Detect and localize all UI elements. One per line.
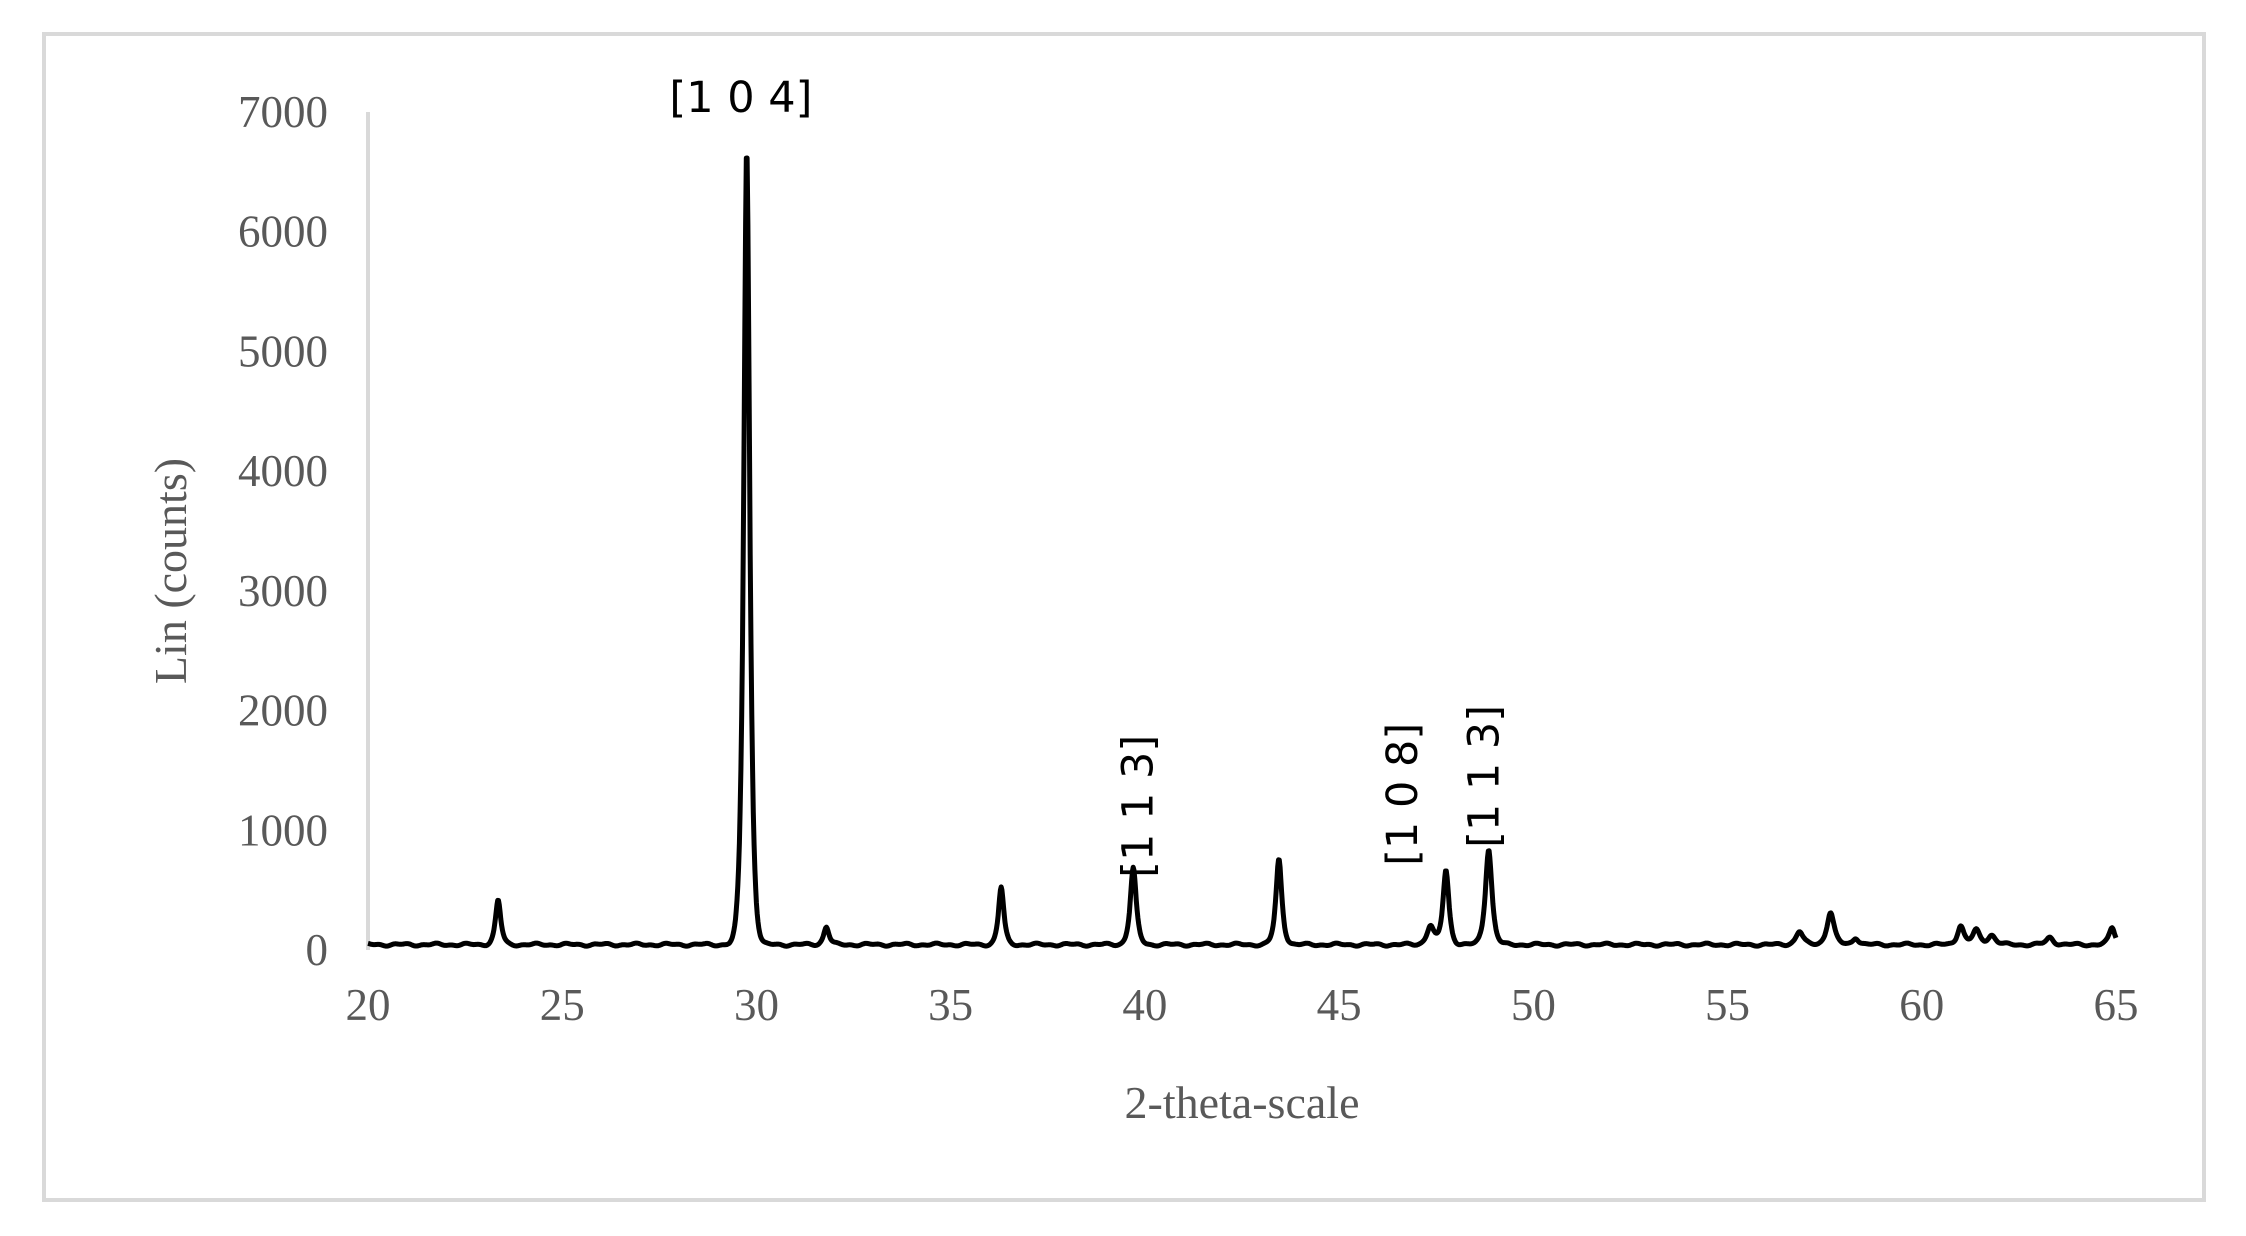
y-axis-title: Lin (counts) xyxy=(145,458,196,684)
x-tick-label: 30 xyxy=(734,980,779,1030)
x-tick-label: 25 xyxy=(540,980,585,1030)
y-tick-labels: 0 1000 2000 3000 4000 5000 6000 7000 xyxy=(238,87,328,975)
x-tick-label: 60 xyxy=(1899,980,1944,1030)
y-tick-label: 7000 xyxy=(238,87,328,137)
x-tick-label: 35 xyxy=(928,980,973,1030)
x-tick-label: 50 xyxy=(1511,980,1556,1030)
peak-annotations: [1 0 4] [1 1 3] [1 0 8] [1 1 3] xyxy=(669,73,1509,878)
chart-frame: 0 1000 2000 3000 4000 5000 6000 7000 20 25 30 35 40… xyxy=(42,32,2206,1202)
y-tick-label: 4000 xyxy=(238,446,328,496)
x-tick-label: 45 xyxy=(1317,980,1362,1030)
x-tick-label: 40 xyxy=(1122,980,1167,1030)
y-tick-label: 2000 xyxy=(238,686,328,736)
peak-label: [1 1 3] xyxy=(1114,735,1164,878)
y-tick-label: 6000 xyxy=(238,207,328,257)
x-tick-label: 65 xyxy=(2094,980,2139,1030)
x-axis-title: 2-theta-scale xyxy=(1125,1077,1360,1128)
x-tick-label: 55 xyxy=(1705,980,1750,1030)
series-line xyxy=(366,155,2119,949)
peak-label: [1 0 8] xyxy=(1378,723,1428,866)
x-tick-labels: 20 25 30 35 40 45 50 55 60 65 xyxy=(346,980,2139,1030)
peak-label: [1 0 4] xyxy=(669,73,812,123)
xrd-chart: 0 1000 2000 3000 4000 5000 6000 7000 20 25 30 35 40… xyxy=(145,73,2139,1128)
y-tick-label: 3000 xyxy=(238,566,328,616)
peak-label: [1 1 3] xyxy=(1459,705,1509,848)
y-tick-label: 1000 xyxy=(238,805,328,855)
x-tick-label: 20 xyxy=(346,980,391,1030)
y-tick-label: 0 xyxy=(306,925,329,975)
y-tick-label: 5000 xyxy=(238,326,328,376)
